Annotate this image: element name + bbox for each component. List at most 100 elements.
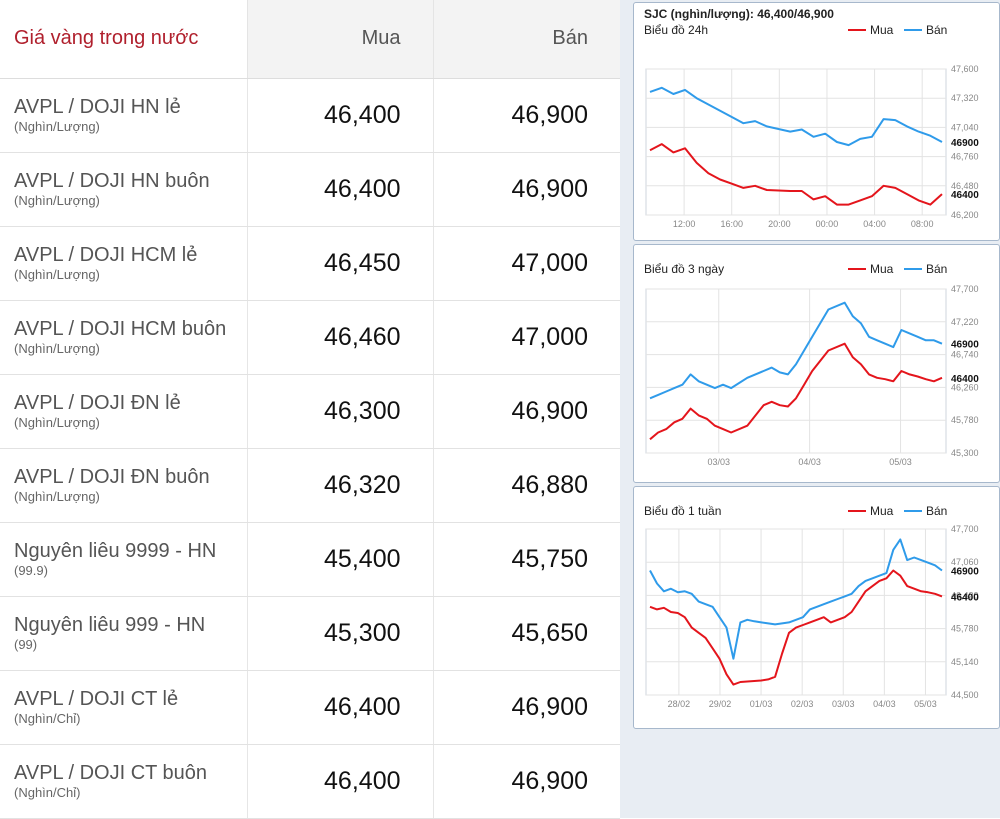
chart-title: Biểu đồ 24h [644, 23, 708, 37]
product-name: AVPL / DOJI ĐN lẻ [14, 392, 181, 414]
table-row[interactable]: AVPL / DOJI CT lẻ (Nghìn/Chỉ) 46,400 46,900 [0, 670, 620, 745]
y-tick-label: 45,780 [951, 415, 979, 425]
row-name-cell: AVPL / DOJI CT buôn (Nghìn/Chỉ) [0, 744, 247, 819]
gold-price-table-panel: Giá vàng trong nước Mua Bán AVPL / DOJI … [0, 0, 620, 819]
series-line-mua [649, 569, 943, 686]
series-line-mua [649, 342, 943, 441]
series-line-ban [649, 538, 943, 660]
product-name: AVPL / DOJI HN buôn [14, 170, 210, 192]
last-value-label-mua: 46400 [951, 592, 979, 603]
y-tick-label: 47,060 [951, 557, 979, 567]
sell-price: 46,900 [432, 670, 620, 745]
product-name: Nguyên liêu 999 - HN [14, 614, 206, 636]
sell-price: 46,900 [432, 78, 620, 153]
table-row[interactable]: AVPL / DOJI HCM buôn (Nghìn/Lượng) 46,460 4… [0, 300, 620, 375]
table-row[interactable]: AVPL / DOJI ĐN buôn (Nghìn/Lượng) 46,320 46… [0, 448, 620, 523]
product-unit: (Nghìn/Lượng) [14, 267, 100, 282]
legend-ban-label: Bán [926, 23, 947, 37]
plot-area [645, 528, 947, 696]
table-row[interactable]: Nguyên liêu 999 - HN (99) 45,300 45,650 [0, 596, 620, 671]
buy-price: 46,460 [246, 300, 433, 375]
row-name-cell: AVPL / DOJI ĐN buôn (Nghìn/Lượng) [0, 448, 247, 523]
legend-ban-label: Bán [926, 504, 947, 518]
product-unit: (99.9) [14, 563, 48, 578]
x-tick-label: 04/03 [873, 699, 896, 709]
last-value-label-mua: 46400 [951, 374, 979, 385]
buy-price: 46,300 [246, 374, 433, 449]
y-tick-label: 47,220 [951, 317, 979, 327]
product-name: AVPL / DOJI HCM lẻ [14, 244, 198, 266]
chart-1-week[interactable]: Biểu đồ 1 tuần Mua Bán 44,500 45,140 45,780 46… [634, 487, 999, 728]
row-name-cell: AVPL / DOJI CT lẻ (Nghìn/Chỉ) [0, 670, 247, 745]
last-value-label-ban: 46900 [951, 567, 979, 578]
gold-price-table: Giá vàng trong nước Mua Bán AVPL / DOJI … [0, 0, 620, 819]
column-header-buy[interactable]: Mua [246, 0, 433, 79]
product-unit: (Nghìn/Lượng) [14, 119, 100, 134]
table-row[interactable]: AVPL / DOJI HCM lẻ (Nghìn/Lượng) 46,450 47,… [0, 226, 620, 301]
chart-1-week-panel[interactable]: Biểu đồ 1 tuần Mua Bán 44,500 45,140 45,780 46… [633, 486, 1000, 729]
product-unit: (Nghìn/Chỉ) [14, 711, 81, 726]
x-tick-label: 02/03 [791, 699, 814, 709]
table-title: Giá vàng trong nước [0, 0, 247, 79]
x-tick-label: 08:00 [911, 219, 934, 229]
legend-mua-label: Mua [870, 504, 894, 518]
row-name-cell: AVPL / DOJI HCM lẻ (Nghìn/Lượng) [0, 226, 247, 301]
x-tick-label: 04:00 [863, 219, 886, 229]
row-name-cell: AVPL / DOJI HCM buôn (Nghìn/Lượng) [0, 300, 247, 375]
y-tick-label: 46,760 [951, 152, 979, 162]
table-row[interactable]: AVPL / DOJI HN buôn (Nghìn/Lượng) 46,400 46… [0, 152, 620, 227]
y-tick-label: 47,700 [951, 284, 979, 294]
column-header-sell[interactable]: Bán [432, 0, 620, 79]
x-tick-label: 20:00 [768, 219, 791, 229]
buy-price: 46,320 [246, 448, 433, 523]
product-name: AVPL / DOJI CT buôn [14, 762, 208, 784]
product-unit: (Nghìn/Lượng) [14, 415, 100, 430]
product-unit: (99) [14, 637, 38, 652]
table-header-row: Giá vàng trong nước Mua Bán [0, 0, 620, 79]
y-tick-label: 44,500 [951, 690, 979, 700]
y-tick-label: 46,260 [951, 382, 979, 392]
table-row[interactable]: AVPL / DOJI CT buôn (Nghìn/Chỉ) 46,400 46,9… [0, 744, 620, 819]
row-name-cell: AVPL / DOJI HN buôn (Nghìn/Lượng) [0, 152, 247, 227]
y-tick-label: 46,200 [951, 210, 979, 220]
product-unit: (Nghìn/Lượng) [14, 193, 100, 208]
plot-area [645, 288, 947, 454]
chart-3-days[interactable]: Biểu đồ 3 ngày Mua Bán45,30045,78046,26046… [634, 245, 999, 482]
x-tick-label: 03/03 [832, 699, 855, 709]
legend-ban-label: Bán [926, 262, 947, 276]
chart-24h-panel[interactable]: SJC (nghìn/lượng): 46,400/46,900 Biểu đồ … [633, 2, 1000, 241]
y-tick-label: 46,420 [951, 590, 979, 600]
product-name: AVPL / DOJI HN lẻ [14, 96, 181, 118]
sell-price: 47,000 [432, 300, 620, 375]
table-row[interactable]: AVPL / DOJI HN lẻ (Nghìn/Lượng) 46,400 46,9… [0, 78, 620, 153]
row-name-cell: AVPL / DOJI ĐN lẻ (Nghìn/Lượng) [0, 374, 247, 449]
sell-price: 46,880 [432, 448, 620, 523]
buy-price: 45,300 [246, 596, 433, 671]
chart-header-title: SJC (nghìn/lượng): 46,400/46,900 [644, 7, 834, 21]
product-unit: (Nghìn/Chỉ) [14, 785, 81, 800]
chart-title: Biểu đồ 3 ngày [644, 262, 724, 276]
y-tick-label: 47,700 [951, 524, 979, 534]
series-line-ban [649, 301, 943, 400]
x-tick-label: 05/03 [914, 699, 937, 709]
chart-3-days-panel[interactable]: Biểu đồ 3 ngày Mua Bán 45,300 45,780 46,260 46… [633, 244, 1000, 483]
x-tick-label: 29/02 [709, 699, 732, 709]
product-name: Nguyên liêu 9999 - HN [14, 540, 217, 562]
last-value-label-ban: 46900 [951, 138, 979, 149]
last-value-label-ban: 46900 [951, 340, 979, 351]
row-name-cell: Nguyên liêu 9999 - HN (99.9) [0, 522, 247, 597]
sell-price: 47,000 [432, 226, 620, 301]
table-row[interactable]: AVPL / DOJI ĐN lẻ (Nghìn/Lượng) 46,300 46,9… [0, 374, 620, 449]
product-name: AVPL / DOJI HCM buôn [14, 318, 227, 340]
sell-price: 46,900 [432, 374, 620, 449]
y-tick-label: 45,780 [951, 624, 979, 634]
plot-area [645, 68, 947, 216]
row-name-cell: AVPL / DOJI HN lẻ (Nghìn/Lượng) [0, 78, 247, 153]
chart-24h[interactable]: SJC (nghìn/lượng): 46,400/46,900 Biểu đồ … [634, 3, 999, 240]
table-row[interactable]: Nguyên liêu 9999 - HN (99.9) 45,400 45,750 [0, 522, 620, 597]
sell-price: 46,900 [432, 152, 620, 227]
y-tick-label: 45,300 [951, 448, 979, 458]
x-tick-label: 05/03 [889, 457, 912, 467]
x-tick-label: 28/02 [668, 699, 691, 709]
product-name: AVPL / DOJI ĐN buôn [14, 466, 210, 488]
